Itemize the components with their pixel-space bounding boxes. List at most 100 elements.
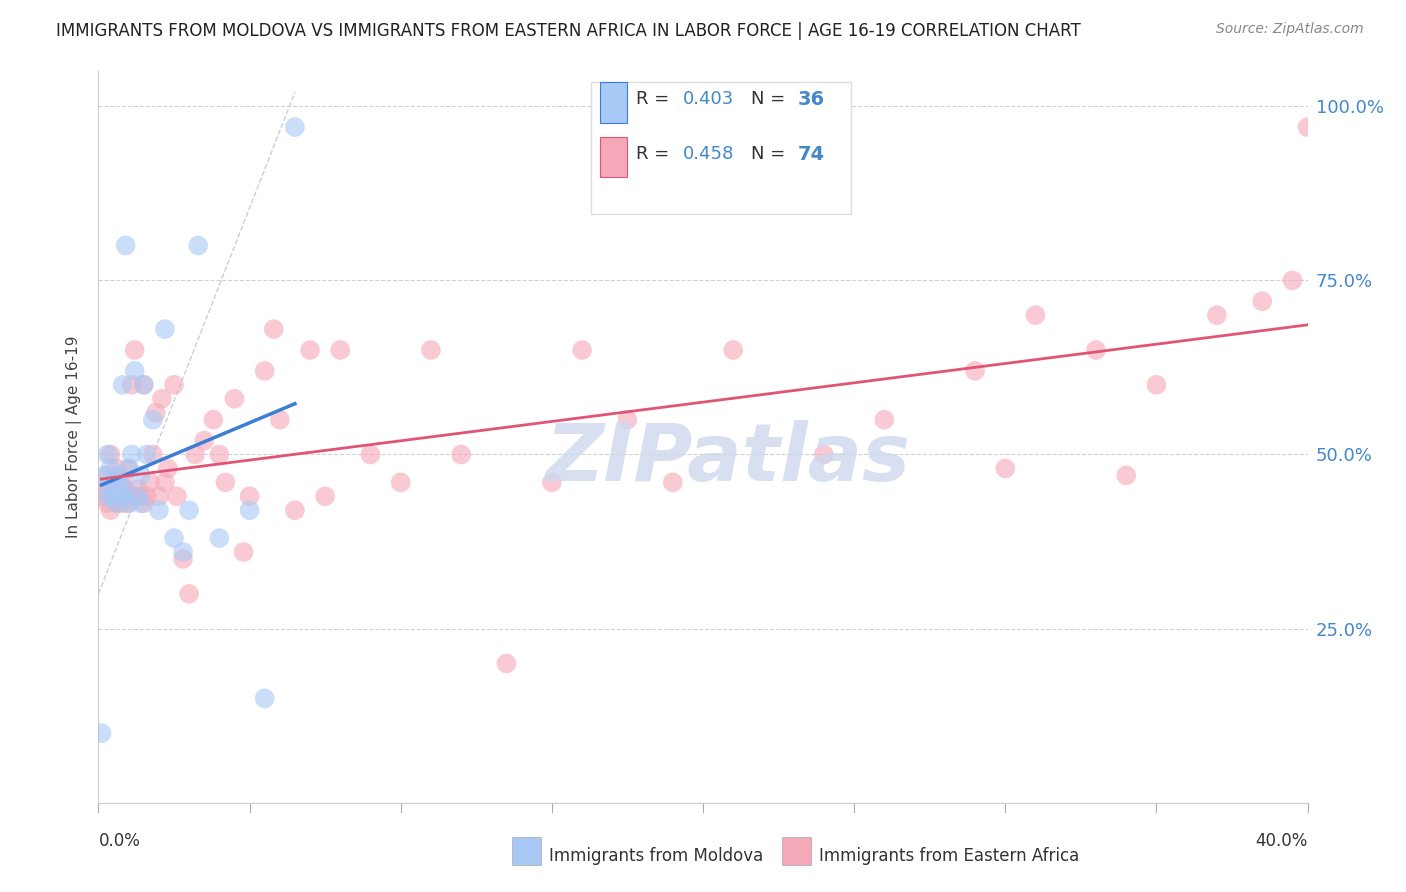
Point xyxy=(148,489,170,503)
Point xyxy=(121,489,143,503)
Point xyxy=(114,489,136,503)
Point xyxy=(360,448,382,462)
Point xyxy=(813,448,835,462)
Point xyxy=(202,412,225,426)
Point xyxy=(329,343,352,357)
Point xyxy=(124,343,146,357)
Point xyxy=(111,489,134,503)
Point xyxy=(127,489,149,503)
Point xyxy=(121,377,143,392)
Point xyxy=(299,343,322,357)
Point xyxy=(1206,308,1229,322)
Point xyxy=(253,364,276,378)
Point xyxy=(184,448,207,462)
Point xyxy=(114,238,136,252)
Point xyxy=(108,489,131,503)
Point xyxy=(150,392,173,406)
FancyBboxPatch shape xyxy=(591,82,851,214)
Point xyxy=(103,475,125,490)
Point xyxy=(103,489,125,503)
Point xyxy=(540,475,562,490)
Point xyxy=(124,364,146,378)
Point xyxy=(1115,468,1137,483)
Point xyxy=(129,496,152,510)
Point xyxy=(224,392,246,406)
Point xyxy=(132,377,155,392)
Point xyxy=(96,448,118,462)
Point xyxy=(1281,273,1303,287)
Text: 0.458: 0.458 xyxy=(682,145,734,162)
Text: Source: ZipAtlas.com: Source: ZipAtlas.com xyxy=(1216,22,1364,37)
Point xyxy=(108,489,131,503)
Point xyxy=(118,461,141,475)
Point xyxy=(132,496,155,510)
Point xyxy=(108,475,131,490)
Point xyxy=(284,503,307,517)
Point xyxy=(156,461,179,475)
FancyBboxPatch shape xyxy=(600,137,627,178)
Point xyxy=(127,483,149,497)
Point xyxy=(118,461,141,475)
Point xyxy=(179,503,201,517)
Point xyxy=(129,468,152,483)
Point xyxy=(661,475,683,490)
Point xyxy=(139,475,162,490)
Point xyxy=(103,489,125,503)
Point xyxy=(873,412,896,426)
Text: N =: N = xyxy=(751,90,792,108)
Text: 40.0%: 40.0% xyxy=(1256,832,1308,850)
Point xyxy=(232,545,254,559)
FancyBboxPatch shape xyxy=(782,838,811,865)
Point xyxy=(114,483,136,497)
FancyBboxPatch shape xyxy=(512,838,541,865)
Point xyxy=(96,468,118,483)
Point xyxy=(965,364,987,378)
Point xyxy=(172,552,194,566)
Point xyxy=(723,343,745,357)
Text: R =: R = xyxy=(637,90,675,108)
Point xyxy=(450,448,472,462)
Point xyxy=(90,726,112,740)
Point xyxy=(96,496,118,510)
Point xyxy=(208,448,231,462)
Point xyxy=(263,322,285,336)
Point xyxy=(163,377,186,392)
Point xyxy=(994,461,1017,475)
Point xyxy=(153,475,176,490)
Point xyxy=(166,489,188,503)
Point xyxy=(135,489,157,503)
Point xyxy=(103,475,125,490)
Point xyxy=(253,691,276,706)
Text: ZIPatlas: ZIPatlas xyxy=(544,420,910,498)
Point xyxy=(145,406,167,420)
Point xyxy=(111,475,134,490)
Point xyxy=(389,475,412,490)
Point xyxy=(239,503,262,517)
Point xyxy=(142,412,165,426)
Point xyxy=(284,120,307,134)
Point xyxy=(1296,120,1319,134)
Point xyxy=(105,461,128,475)
Point xyxy=(239,489,262,503)
Text: IMMIGRANTS FROM MOLDOVA VS IMMIGRANTS FROM EASTERN AFRICA IN LABOR FORCE | AGE 1: IMMIGRANTS FROM MOLDOVA VS IMMIGRANTS FR… xyxy=(56,22,1081,40)
Point xyxy=(129,489,152,503)
Point xyxy=(93,483,115,497)
Point xyxy=(111,377,134,392)
Text: Immigrants from Moldova: Immigrants from Moldova xyxy=(550,847,763,864)
Text: 0.0%: 0.0% xyxy=(98,832,141,850)
Point xyxy=(420,343,443,357)
Text: 74: 74 xyxy=(797,145,824,163)
Point xyxy=(100,503,122,517)
Text: 0.403: 0.403 xyxy=(682,90,734,108)
Point xyxy=(90,489,112,503)
Point xyxy=(100,461,122,475)
Point xyxy=(1251,294,1274,309)
Point xyxy=(214,475,236,490)
Point xyxy=(105,496,128,510)
Point xyxy=(96,489,118,503)
Point xyxy=(269,412,291,426)
Point xyxy=(100,483,122,497)
Point xyxy=(105,496,128,510)
Point xyxy=(193,434,215,448)
Point xyxy=(118,496,141,510)
